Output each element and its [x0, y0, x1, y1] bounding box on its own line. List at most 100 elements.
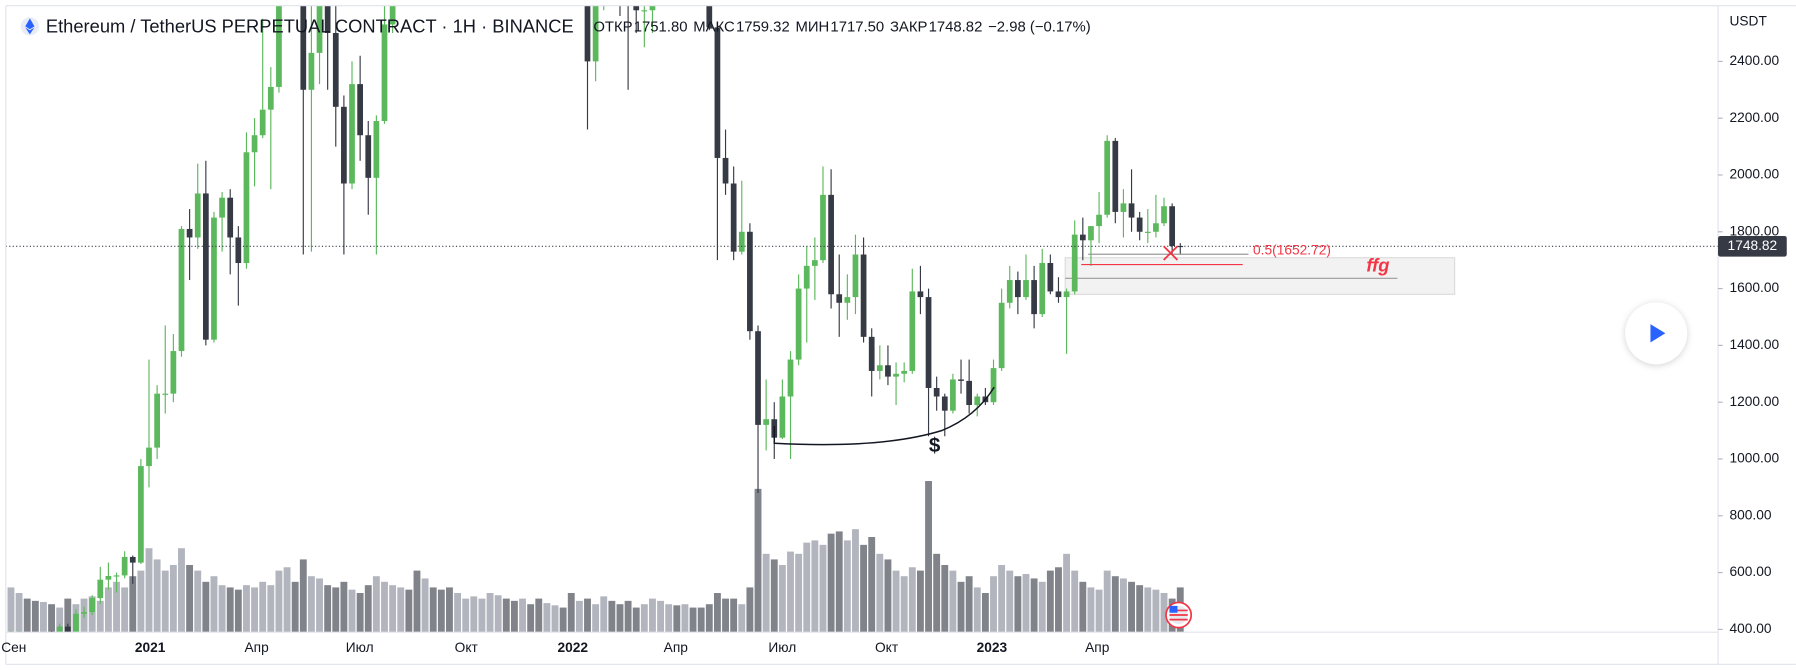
candle-body: [763, 419, 770, 425]
volume-bar: [649, 598, 656, 633]
volume-bar: [689, 607, 697, 633]
volume-bar: [348, 589, 356, 633]
volume-bar: [1063, 553, 1071, 633]
candle-body: [1104, 140, 1111, 215]
volume-bar: [835, 531, 843, 633]
y-tick-label: 400.00: [1729, 621, 1771, 636]
volume-bar: [673, 605, 681, 633]
volume-bar: [510, 600, 518, 633]
x-tick-label: Июл: [346, 640, 374, 655]
candle-body: [1023, 280, 1029, 298]
volume-bar: [632, 607, 640, 633]
candle-body: [267, 86, 274, 110]
volume-bar: [486, 593, 494, 633]
volume-bar: [275, 570, 283, 633]
candle-body: [129, 556, 136, 563]
candle-body: [933, 387, 940, 397]
x-tick-label: Сен: [1, 640, 26, 655]
volume-bar: [226, 587, 234, 633]
y-tick-label: 1000.00: [1729, 451, 1779, 466]
ohlc-value: 1748.82: [929, 19, 983, 35]
candle-body: [227, 197, 234, 238]
candle-body: [1031, 280, 1037, 315]
volume-bar: [259, 581, 267, 633]
volume-bar: [218, 585, 226, 633]
volume-bar: [1111, 576, 1119, 633]
volume-bar: [535, 598, 543, 633]
volume-bar: [1144, 587, 1152, 633]
volume-bar: [56, 607, 64, 633]
event-flag[interactable]: [1165, 601, 1193, 629]
candle-body: [633, 5, 640, 11]
candle-body: [178, 228, 185, 352]
candle-body: [1006, 280, 1013, 303]
volume-bar: [186, 565, 194, 633]
volume-bar: [559, 607, 567, 633]
play-button[interactable]: [1625, 302, 1688, 365]
volume-bar: [96, 600, 104, 633]
candle-body: [917, 291, 924, 298]
y-tick-label: 1400.00: [1729, 337, 1779, 352]
candle-body: [836, 294, 843, 303]
volume-bar: [291, 581, 299, 633]
candle-body: [1161, 206, 1167, 224]
volume-bar: [48, 604, 56, 633]
candle-body: [341, 106, 347, 184]
volume-bar: [113, 581, 120, 633]
candle-body: [97, 579, 104, 599]
volume-bar: [437, 589, 445, 633]
y-tick-label: 2000.00: [1729, 167, 1779, 182]
volume-bar: [795, 553, 803, 633]
candle-body: [747, 231, 753, 332]
candle-body: [251, 135, 258, 153]
volume-bar: [754, 488, 762, 633]
x-mark: [1163, 245, 1179, 261]
volume-bar: [454, 593, 462, 633]
volume-bar: [543, 603, 551, 633]
candle-layer: [5, 5, 1719, 633]
volume-bar: [307, 576, 315, 633]
volume-bar: [1079, 581, 1087, 633]
candle-body: [820, 194, 826, 261]
volume-bar: [502, 598, 510, 633]
candle-body: [170, 351, 177, 394]
volume-bar: [1128, 581, 1135, 633]
candle-body: [357, 84, 363, 136]
candle-body: [105, 575, 112, 580]
candle-body: [121, 556, 128, 576]
volume-bar: [121, 587, 129, 633]
flag-canton[interactable]: [1169, 605, 1178, 613]
volume-bar: [657, 600, 665, 633]
x-tick-label: Апр: [1085, 640, 1110, 655]
volume-bar: [153, 559, 161, 633]
ohlc-label: МАКС: [693, 19, 735, 35]
candle-body: [81, 612, 87, 614]
candle-body: [584, 5, 591, 62]
volume-bar: [372, 576, 380, 633]
volume-bar: [640, 604, 648, 633]
candle-body: [860, 254, 867, 337]
candle-body: [738, 231, 745, 252]
candle-body: [1153, 223, 1159, 232]
volume-bar: [178, 548, 185, 633]
ohlc-label: МИН: [795, 19, 829, 35]
candle-body: [893, 373, 899, 377]
volume-bar: [145, 548, 153, 633]
candle-body: [990, 368, 997, 403]
volume-bar: [876, 553, 884, 633]
y-tick-label: 1800.00: [1729, 223, 1779, 238]
currency-label: USDT: [1729, 13, 1767, 28]
volume-bar: [575, 600, 583, 633]
volume-bar: [332, 587, 340, 633]
last-price-box: [1718, 236, 1787, 257]
volume-bar: [340, 581, 348, 633]
candle-body: [276, 5, 282, 87]
volume-bar: [827, 533, 835, 633]
zone-label: ffg: [1366, 255, 1389, 276]
candle-body: [852, 254, 859, 298]
x-tick-label: Апр: [245, 640, 270, 655]
candle-body: [803, 265, 810, 289]
play-icon[interactable]: [1650, 324, 1666, 343]
candle-body: [722, 157, 729, 184]
candle-body: [202, 193, 209, 340]
